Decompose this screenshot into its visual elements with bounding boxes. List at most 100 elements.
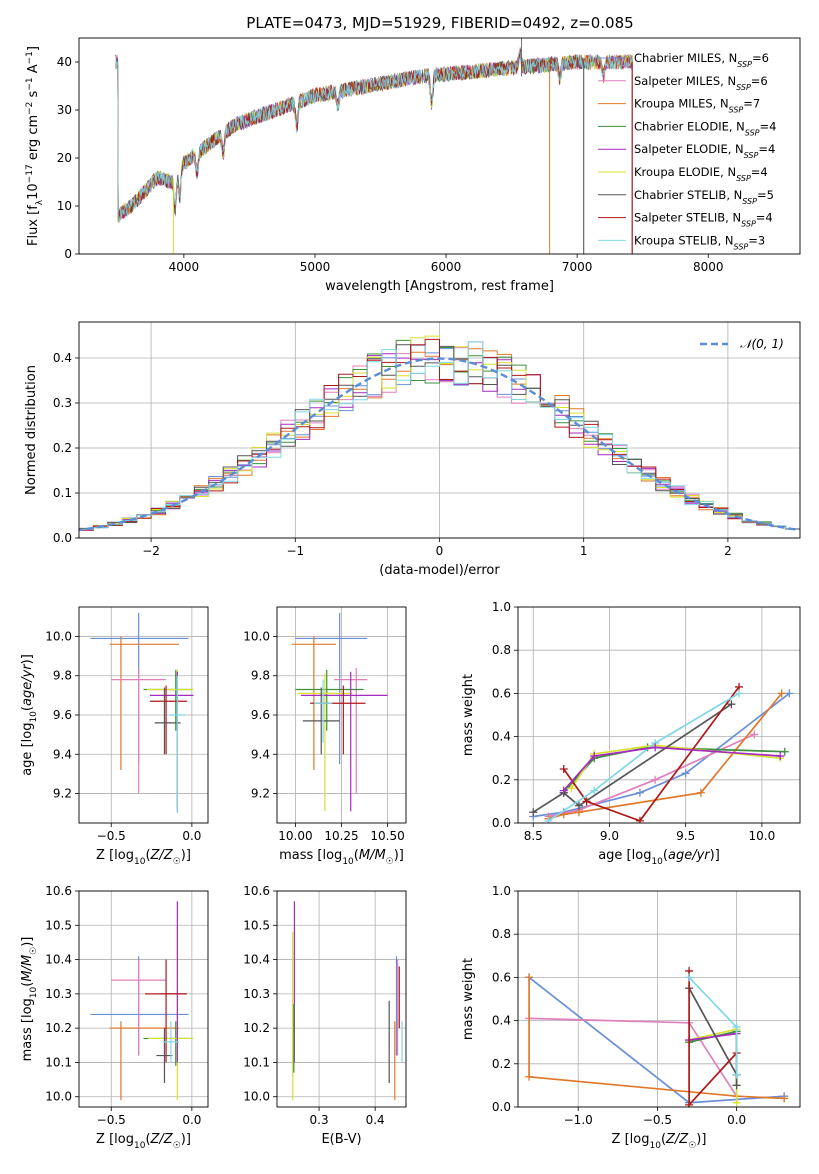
tick-label-y: 9.8	[251, 669, 270, 683]
point-marker	[559, 765, 568, 773]
point-marker	[635, 788, 644, 797]
plot-area	[90, 901, 194, 1101]
tick-label-y: 10.6	[45, 884, 72, 898]
metallicity-age-panel: −0.5 0.0 9.2 9.4 9.6 9.8 10.0 Z [log10(Z/Z☉)] ag…	[20, 606, 209, 867]
tick-label-y: 0.8	[492, 927, 511, 941]
axes-frame	[78, 37, 801, 255]
tick-label-y: 0.0	[492, 816, 511, 830]
tick-label-y: 10.6	[243, 884, 270, 898]
tick-label-x: 0.0	[182, 829, 201, 843]
tick-label-y: 20	[57, 151, 72, 165]
weight-line	[548, 692, 740, 822]
tick-label-y: 0.1	[53, 486, 72, 500]
tick-label-y: 10.5	[243, 918, 270, 932]
tick-label-y: 30	[57, 103, 72, 117]
point-marker	[750, 730, 759, 739]
point-marker	[681, 769, 690, 778]
plot-area	[529, 682, 794, 823]
legend-label: Kroupa MILES, NSSP=7	[634, 97, 760, 115]
point-marker	[525, 1072, 534, 1081]
tick-label-x: 0	[436, 544, 444, 558]
tick-label-y: 0.2	[53, 441, 72, 455]
tick-label-y: 10.3	[45, 987, 72, 1001]
tick-label-x: 2	[724, 544, 732, 558]
legend-label: Salpeter MILES, NSSP=6	[634, 74, 768, 92]
tick-label-y: 9.2	[251, 787, 270, 801]
tick-label-x: −1.0	[564, 1113, 593, 1127]
tick-label-y: 10.4	[243, 953, 270, 967]
point-marker	[651, 775, 660, 784]
tick-label-y: 10	[57, 199, 72, 213]
tick-label-x: 10.25	[324, 829, 358, 843]
point-marker	[685, 973, 694, 982]
tick-label-x: 5000	[300, 260, 331, 274]
tick-label-y: 9.4	[251, 747, 270, 761]
tick-label-x: 4000	[169, 260, 200, 274]
point-marker	[582, 797, 591, 806]
legend-label: Salpeter ELODIE, NSSP=4	[634, 142, 775, 160]
tick-label-x: −2	[142, 544, 160, 558]
tick-label-x: −1	[286, 544, 304, 558]
tick-label-y: 10.0	[45, 629, 72, 643]
tick-label-x: 8.5	[524, 829, 543, 843]
tick-label-y: 40	[57, 55, 72, 69]
tick-label-x: 10.50	[370, 829, 404, 843]
legend-label: 𝒩(0, 1)	[740, 337, 784, 351]
weight-line	[563, 746, 781, 792]
legend-label: Salpeter STELIB, NSSP=4	[634, 211, 773, 229]
axes-frame	[276, 606, 407, 824]
x-axis-label: age [log10(age/yr)]	[598, 848, 720, 867]
legend-label: Kroupa STELIB, NSSP=3	[634, 233, 765, 251]
point-marker	[727, 700, 736, 709]
spectrum-line	[115, 50, 585, 254]
tick-label-y: 10.0	[45, 1090, 72, 1104]
plot-area	[79, 335, 800, 533]
metallicity-mass-panel: −0.5 0.0 10.0 10.1 10.2 10.3 10.4 10.5 10.6 Z [lo…	[20, 884, 209, 1151]
legend-label: Chabrier MILES, NSSP=6	[634, 51, 769, 69]
tick-label-y: 9.6	[53, 708, 72, 722]
axes-frame	[78, 890, 209, 1108]
weight-line	[570, 744, 781, 789]
weight-line	[532, 703, 732, 813]
point-marker	[785, 689, 794, 698]
tick-label-x: 1	[580, 544, 588, 558]
extinction-mass-panel: 0.3 0.4 10.0 10.1 10.2 10.3 10.4 10.5 10.6 E(B-V)	[243, 884, 407, 1147]
axes-frame	[78, 606, 209, 824]
y-axis-label: mass weight	[461, 674, 476, 756]
residual-histogram-panel: −2 −1 0 1 2 0.0 0.1 0.2 0.3 0.4 (data-model)/error…	[24, 321, 801, 578]
x-axis-label: (data-model)/error	[379, 563, 500, 578]
point-marker	[559, 786, 568, 795]
tick-label-y: 0.4	[492, 730, 511, 744]
spectrum-panel: 4000 5000 6000 7000 8000 0 10 20 30 40 wavelength …	[25, 37, 801, 294]
tick-label-y: 0.6	[492, 686, 511, 700]
point-marker	[735, 689, 744, 698]
tick-label-y: 0.4	[492, 1014, 511, 1028]
tick-label-y: 1.0	[492, 600, 511, 614]
tick-label-y: 10.0	[243, 1090, 270, 1104]
tick-label-x: 0.0	[182, 1113, 201, 1127]
metallicity-weight-panel: −1.0 −0.5 0.0 0.0 0.2 0.4 0.6 0.8 1.0 Z [log10(Z/…	[461, 884, 801, 1151]
x-axis-label: Z [log10(Z/Z☉)]	[96, 848, 191, 867]
tick-label-x: 10.00	[278, 829, 312, 843]
point-marker	[590, 752, 599, 761]
point-marker	[777, 689, 786, 698]
tick-label-y: 0.3	[53, 396, 72, 410]
x-axis-label: wavelength [Angstrom, rest frame]	[325, 279, 554, 294]
tick-label-y: 10.3	[243, 987, 270, 1001]
tick-label-x: −0.5	[643, 1113, 672, 1127]
legend-label: Chabrier STELIB, NSSP=5	[634, 188, 774, 206]
weight-line	[563, 686, 740, 822]
tick-label-x: 0.3	[310, 1113, 329, 1127]
axes-frame	[517, 890, 801, 1108]
tick-label-y: 0.6	[492, 970, 511, 984]
y-axis-label: Flux [fλ10−17 erg cm−2 s−1 A−1]	[25, 46, 45, 246]
weight-line	[528, 976, 785, 1104]
tick-label-x: 0.4	[366, 1113, 385, 1127]
weight-line	[528, 977, 785, 1100]
tick-label-x: 9.5	[676, 829, 695, 843]
legend-label: Chabrier ELODIE, NSSP=4	[634, 119, 776, 137]
tick-label-y: 0.0	[492, 1100, 511, 1114]
point-marker	[732, 1023, 741, 1032]
tick-label-y: 10.1	[45, 1055, 72, 1069]
tick-label-x: −0.5	[97, 829, 126, 843]
